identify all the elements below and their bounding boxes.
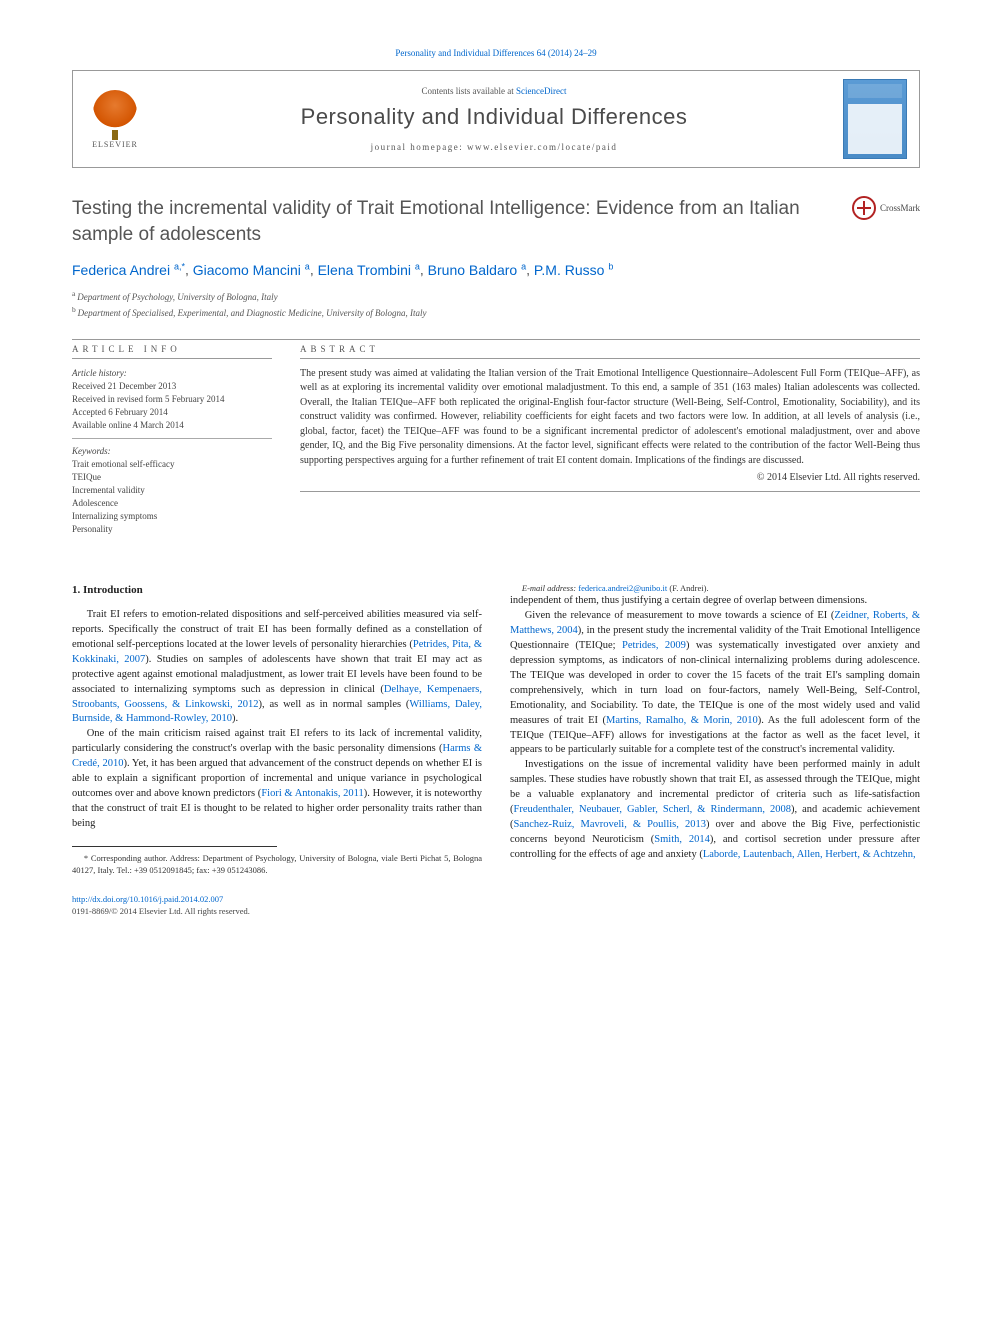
doi-link[interactable]: http://dx.doi.org/10.1016/j.paid.2014.02… [72, 894, 223, 904]
homepage-url[interactable]: www.elsevier.com/locate/paid [467, 142, 617, 152]
horizontal-rule [300, 491, 920, 492]
citation-link[interactable]: Martins, Ramalho, & Morin, 2010 [606, 715, 758, 726]
keyword-item: Incremental validity [72, 484, 272, 497]
article-info-header: ARTICLE INFO [72, 344, 272, 359]
contents-available-line: Contents lists available at ScienceDirec… [145, 86, 843, 96]
email-footnote: E-mail address: federica.andrei2@unibo.i… [510, 583, 920, 595]
citation-link[interactable]: Personality and Individual Differences 6… [395, 48, 596, 58]
abstract-text: The present study was aimed at validatin… [300, 367, 920, 469]
article-title: Testing the incremental validity of Trai… [72, 196, 836, 247]
citation-link[interactable]: Petrides, 2009 [622, 640, 686, 651]
crossmark-icon [852, 196, 876, 220]
revised-date: Received in revised form 5 February 2014 [72, 393, 272, 406]
citation-link[interactable]: Smith, 2014 [654, 834, 710, 845]
author-link[interactable]: Bruno Baldaro a [428, 262, 526, 278]
body-paragraph: Investigations on the issue of increment… [510, 758, 920, 862]
journal-name: Personality and Individual Differences [145, 104, 843, 130]
keyword-item: Adolescence [72, 497, 272, 510]
publisher-name: ELSEVIER [92, 140, 138, 149]
author-link[interactable]: Giacomo Mancini a [193, 262, 310, 278]
page-footer: http://dx.doi.org/10.1016/j.paid.2014.02… [72, 894, 920, 918]
online-date: Available online 4 March 2014 [72, 419, 272, 432]
elsevier-logo: ELSEVIER [85, 85, 145, 153]
journal-cover-thumbnail [843, 79, 907, 159]
keyword-item: TEIQue [72, 471, 272, 484]
received-date: Received 21 December 2013 [72, 380, 272, 393]
journal-homepage: journal homepage: www.elsevier.com/locat… [145, 142, 843, 152]
corresponding-author-footnote: * Corresponding author. Address: Departm… [72, 853, 482, 877]
journal-header-box: ELSEVIER Contents lists available at Sci… [72, 70, 920, 168]
citation-link[interactable]: Sanchez-Ruiz, Mavroveli, & Poullis, 2013 [514, 819, 706, 830]
affiliations: a Department of Psychology, University o… [72, 288, 920, 321]
keyword-item: Internalizing symptoms [72, 510, 272, 523]
footnote-separator [72, 846, 277, 847]
body-paragraph: Given the relevance of measurement to mo… [510, 609, 920, 758]
info-divider [72, 438, 272, 439]
citation-link[interactable]: Laborde, Lautenbach, Allen, Herbert, & A… [703, 849, 916, 860]
authors-line: Federica Andrei a,*, Giacomo Mancini a, … [72, 261, 920, 278]
author-link[interactable]: Federica Andrei a,* [72, 262, 185, 278]
citation-link[interactable]: Freudenthaler, Neubauer, Gabler, Scherl,… [514, 804, 792, 815]
body-paragraph: independent of them, thus justifying a c… [510, 594, 920, 609]
keyword-item: Personality [72, 523, 272, 536]
horizontal-rule [72, 339, 920, 340]
elsevier-tree-icon [93, 90, 137, 134]
affiliation-line: b Department of Specialised, Experimenta… [72, 304, 920, 321]
crossmark-label: CrossMark [880, 203, 920, 213]
abstract-column: ABSTRACT The present study was aimed at … [300, 344, 920, 547]
issn-copyright: 0191-8869/© 2014 Elsevier Ltd. All right… [72, 906, 250, 916]
keyword-item: Trait emotional self-efficacy [72, 458, 272, 471]
abstract-header: ABSTRACT [300, 344, 920, 359]
email-link[interactable]: federica.andrei2@unibo.it [578, 583, 667, 593]
crossmark-badge[interactable]: CrossMark [852, 196, 920, 220]
accepted-date: Accepted 6 February 2014 [72, 406, 272, 419]
citation-header: Personality and Individual Differences 6… [72, 48, 920, 58]
keywords-label: Keywords: [72, 445, 272, 458]
sciencedirect-link[interactable]: ScienceDirect [516, 86, 566, 96]
body-paragraph: One of the main criticism raised against… [72, 727, 482, 831]
history-label: Article history: [72, 367, 272, 380]
author-link[interactable]: P.M. Russo b [534, 262, 613, 278]
author-link[interactable]: Elena Trombini a [318, 262, 420, 278]
citation-link[interactable]: Fiori & Antonakis, 2011 [261, 788, 363, 799]
article-info-sidebar: ARTICLE INFO Article history: Received 2… [72, 344, 272, 547]
body-paragraph: Trait EI refers to emotion-related dispo… [72, 608, 482, 727]
abstract-copyright: © 2014 Elsevier Ltd. All rights reserved… [300, 472, 920, 483]
affiliation-line: a Department of Psychology, University o… [72, 288, 920, 305]
keywords-list: Trait emotional self-efficacyTEIQueIncre… [72, 458, 272, 536]
section-heading: 1. Introduction [72, 583, 482, 599]
article-body: 1. Introduction Trait EI refers to emoti… [72, 583, 920, 877]
